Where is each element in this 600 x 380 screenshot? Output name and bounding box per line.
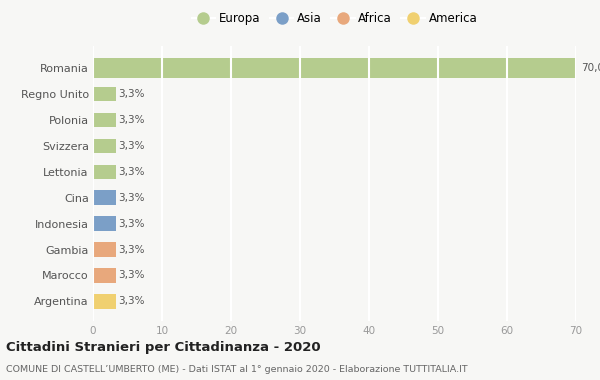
Bar xyxy=(93,87,116,101)
Text: 3,3%: 3,3% xyxy=(119,89,145,99)
Bar xyxy=(93,217,116,231)
Text: COMUNE DI CASTELL’UMBERTO (ME) - Dati ISTAT al 1° gennaio 2020 - Elaborazione TU: COMUNE DI CASTELL’UMBERTO (ME) - Dati IS… xyxy=(6,365,467,374)
Bar xyxy=(93,58,576,78)
Text: 3,3%: 3,3% xyxy=(119,245,145,255)
Text: 3,3%: 3,3% xyxy=(119,141,145,151)
Bar xyxy=(93,242,116,256)
Text: 3,3%: 3,3% xyxy=(119,218,145,229)
Bar xyxy=(93,294,116,309)
Bar xyxy=(93,112,116,127)
Text: 3,3%: 3,3% xyxy=(119,115,145,125)
Text: 70,0%: 70,0% xyxy=(581,63,600,73)
Text: 3,3%: 3,3% xyxy=(119,271,145,280)
Text: 3,3%: 3,3% xyxy=(119,167,145,177)
Bar xyxy=(93,139,116,153)
Bar xyxy=(93,268,116,283)
Bar xyxy=(93,190,116,205)
Legend: Europa, Asia, Africa, America: Europa, Asia, Africa, America xyxy=(187,8,482,30)
Text: Cittadini Stranieri per Cittadinanza - 2020: Cittadini Stranieri per Cittadinanza - 2… xyxy=(6,342,320,355)
Text: 3,3%: 3,3% xyxy=(119,296,145,306)
Bar xyxy=(93,165,116,179)
Text: 3,3%: 3,3% xyxy=(119,193,145,203)
